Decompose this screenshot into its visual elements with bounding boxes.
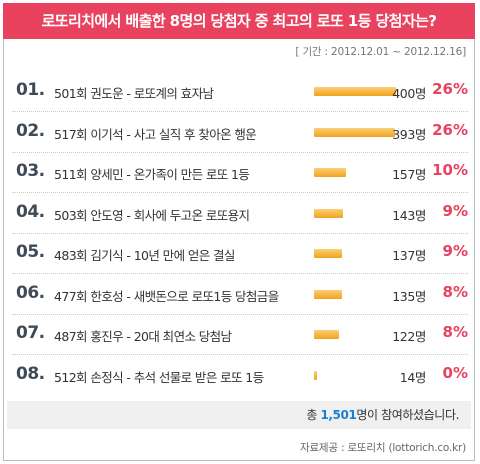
table-row: 05. 483회 김기식 - 10년 만에 얻은 결실 137명 9%: [4, 234, 474, 274]
row-divider: [12, 192, 468, 193]
value-label: 400명: [392, 86, 426, 101]
total-box: 총 1,501명이 참여하셨습니다.: [7, 401, 471, 429]
rank-label: 05.: [16, 242, 45, 262]
rank-label: 01.: [16, 80, 45, 100]
table-row: 02. 517회 이기석 - 사고 실직 후 찾아온 행운 393명 26%: [4, 113, 474, 153]
row-divider: [12, 273, 468, 274]
category-label: 501회 권도운 - 로또계의 효자남: [54, 86, 214, 101]
category-label: 512회 손정식 - 추석 선물로 받은 로또 1등: [54, 369, 264, 385]
percent-label: 9%: [442, 201, 468, 220]
total-prefix: 총: [306, 408, 318, 422]
category-label: 487회 홍진우 - 20대 최연소 당첨남: [54, 329, 232, 344]
row-divider: [12, 232, 468, 234]
bar-3: [314, 168, 347, 177]
category-label: 511회 양세민 - 온가족이 만든 로또 1등: [54, 167, 250, 182]
row-divider: [12, 354, 468, 355]
total-suffix: 명이 참여하셨습니다.: [356, 408, 459, 422]
period-label: [ 기간 : 2012.12.01 ~ 2012.12.16]: [295, 46, 466, 58]
value-label: 137명: [392, 248, 426, 263]
title-bar: 로또리치에서 배출한 8명의 당첨자 중 최고의 로또 1등 당첨자는?: [3, 3, 475, 39]
source-label: 자료제공 : 로또리치 (lottorich.co.kr): [300, 442, 466, 454]
bar-7: [314, 330, 339, 339]
percent-label: 8%: [442, 323, 468, 341]
value-label: 143명: [392, 207, 426, 223]
category-label: 483회 김기식 - 10년 만에 얻은 결실: [54, 248, 235, 263]
value-label: 14명: [399, 369, 427, 385]
value-label: 135명: [392, 288, 426, 304]
category-label: 503회 안도영 - 회사에 두고온 로또용지: [54, 207, 250, 223]
rank-label: 08.: [16, 363, 45, 384]
bar-8: [314, 370, 317, 380]
rank-label: 07.: [16, 323, 45, 343]
bar-6: [314, 289, 342, 299]
total-text: 총 1,501명이 참여하셨습니다.: [306, 401, 459, 429]
table-row: 01. 501회 권도운 - 로또계의 효자남 400명 26%: [4, 72, 474, 112]
category-label: 477회 한호성 - 새뱃돈으로 로또1등 당첨금을: [54, 288, 279, 304]
percent-label: 10%: [432, 161, 468, 179]
table-row: 04. 503회 안도영 - 회사에 두고온 로또용지 143명 9%: [4, 194, 474, 234]
bar-5: [314, 249, 343, 258]
category-label: 517회 이기석 - 사고 실직 후 찾아온 행운: [54, 126, 257, 142]
rank-label: 02.: [16, 120, 45, 141]
row-divider: [12, 313, 468, 315]
table-row: 06. 477회 한호성 - 새뱃돈으로 로또1등 당첨금을 135명 8%: [4, 275, 474, 315]
bar-4: [314, 208, 344, 218]
table-row: 07. 487회 홍진우 - 20대 최연소 당첨남 122명 8%: [4, 315, 474, 355]
row-divider: [12, 151, 468, 153]
row-divider: [12, 111, 468, 112]
percent-label: 26%: [432, 80, 468, 98]
rank-label: 03.: [16, 161, 45, 181]
value-label: 122명: [392, 329, 426, 344]
table-row: 03. 511회 양세민 - 온가족이 만든 로또 1등 157명 10%: [4, 153, 474, 193]
total-number: 1,501: [320, 408, 357, 422]
percent-label: 26%: [432, 120, 468, 139]
table-row: 08. 512회 손정식 - 추석 선물로 받은 로또 1등 14명 0%: [4, 356, 474, 396]
rank-label: 06.: [16, 282, 45, 303]
percent-label: 8%: [442, 282, 468, 301]
value-label: 393명: [392, 126, 426, 142]
percent-label: 0%: [442, 363, 468, 382]
chart-frame: [3, 3, 475, 461]
bar-2: [314, 127, 395, 137]
rank-label: 04.: [16, 201, 45, 222]
bar-1: [314, 87, 396, 96]
percent-label: 9%: [442, 242, 468, 260]
value-label: 157명: [392, 167, 426, 182]
chart-title: 로또리치에서 배출한 8명의 당첨자 중 최고의 로또 1등 당첨자는?: [41, 12, 437, 30]
